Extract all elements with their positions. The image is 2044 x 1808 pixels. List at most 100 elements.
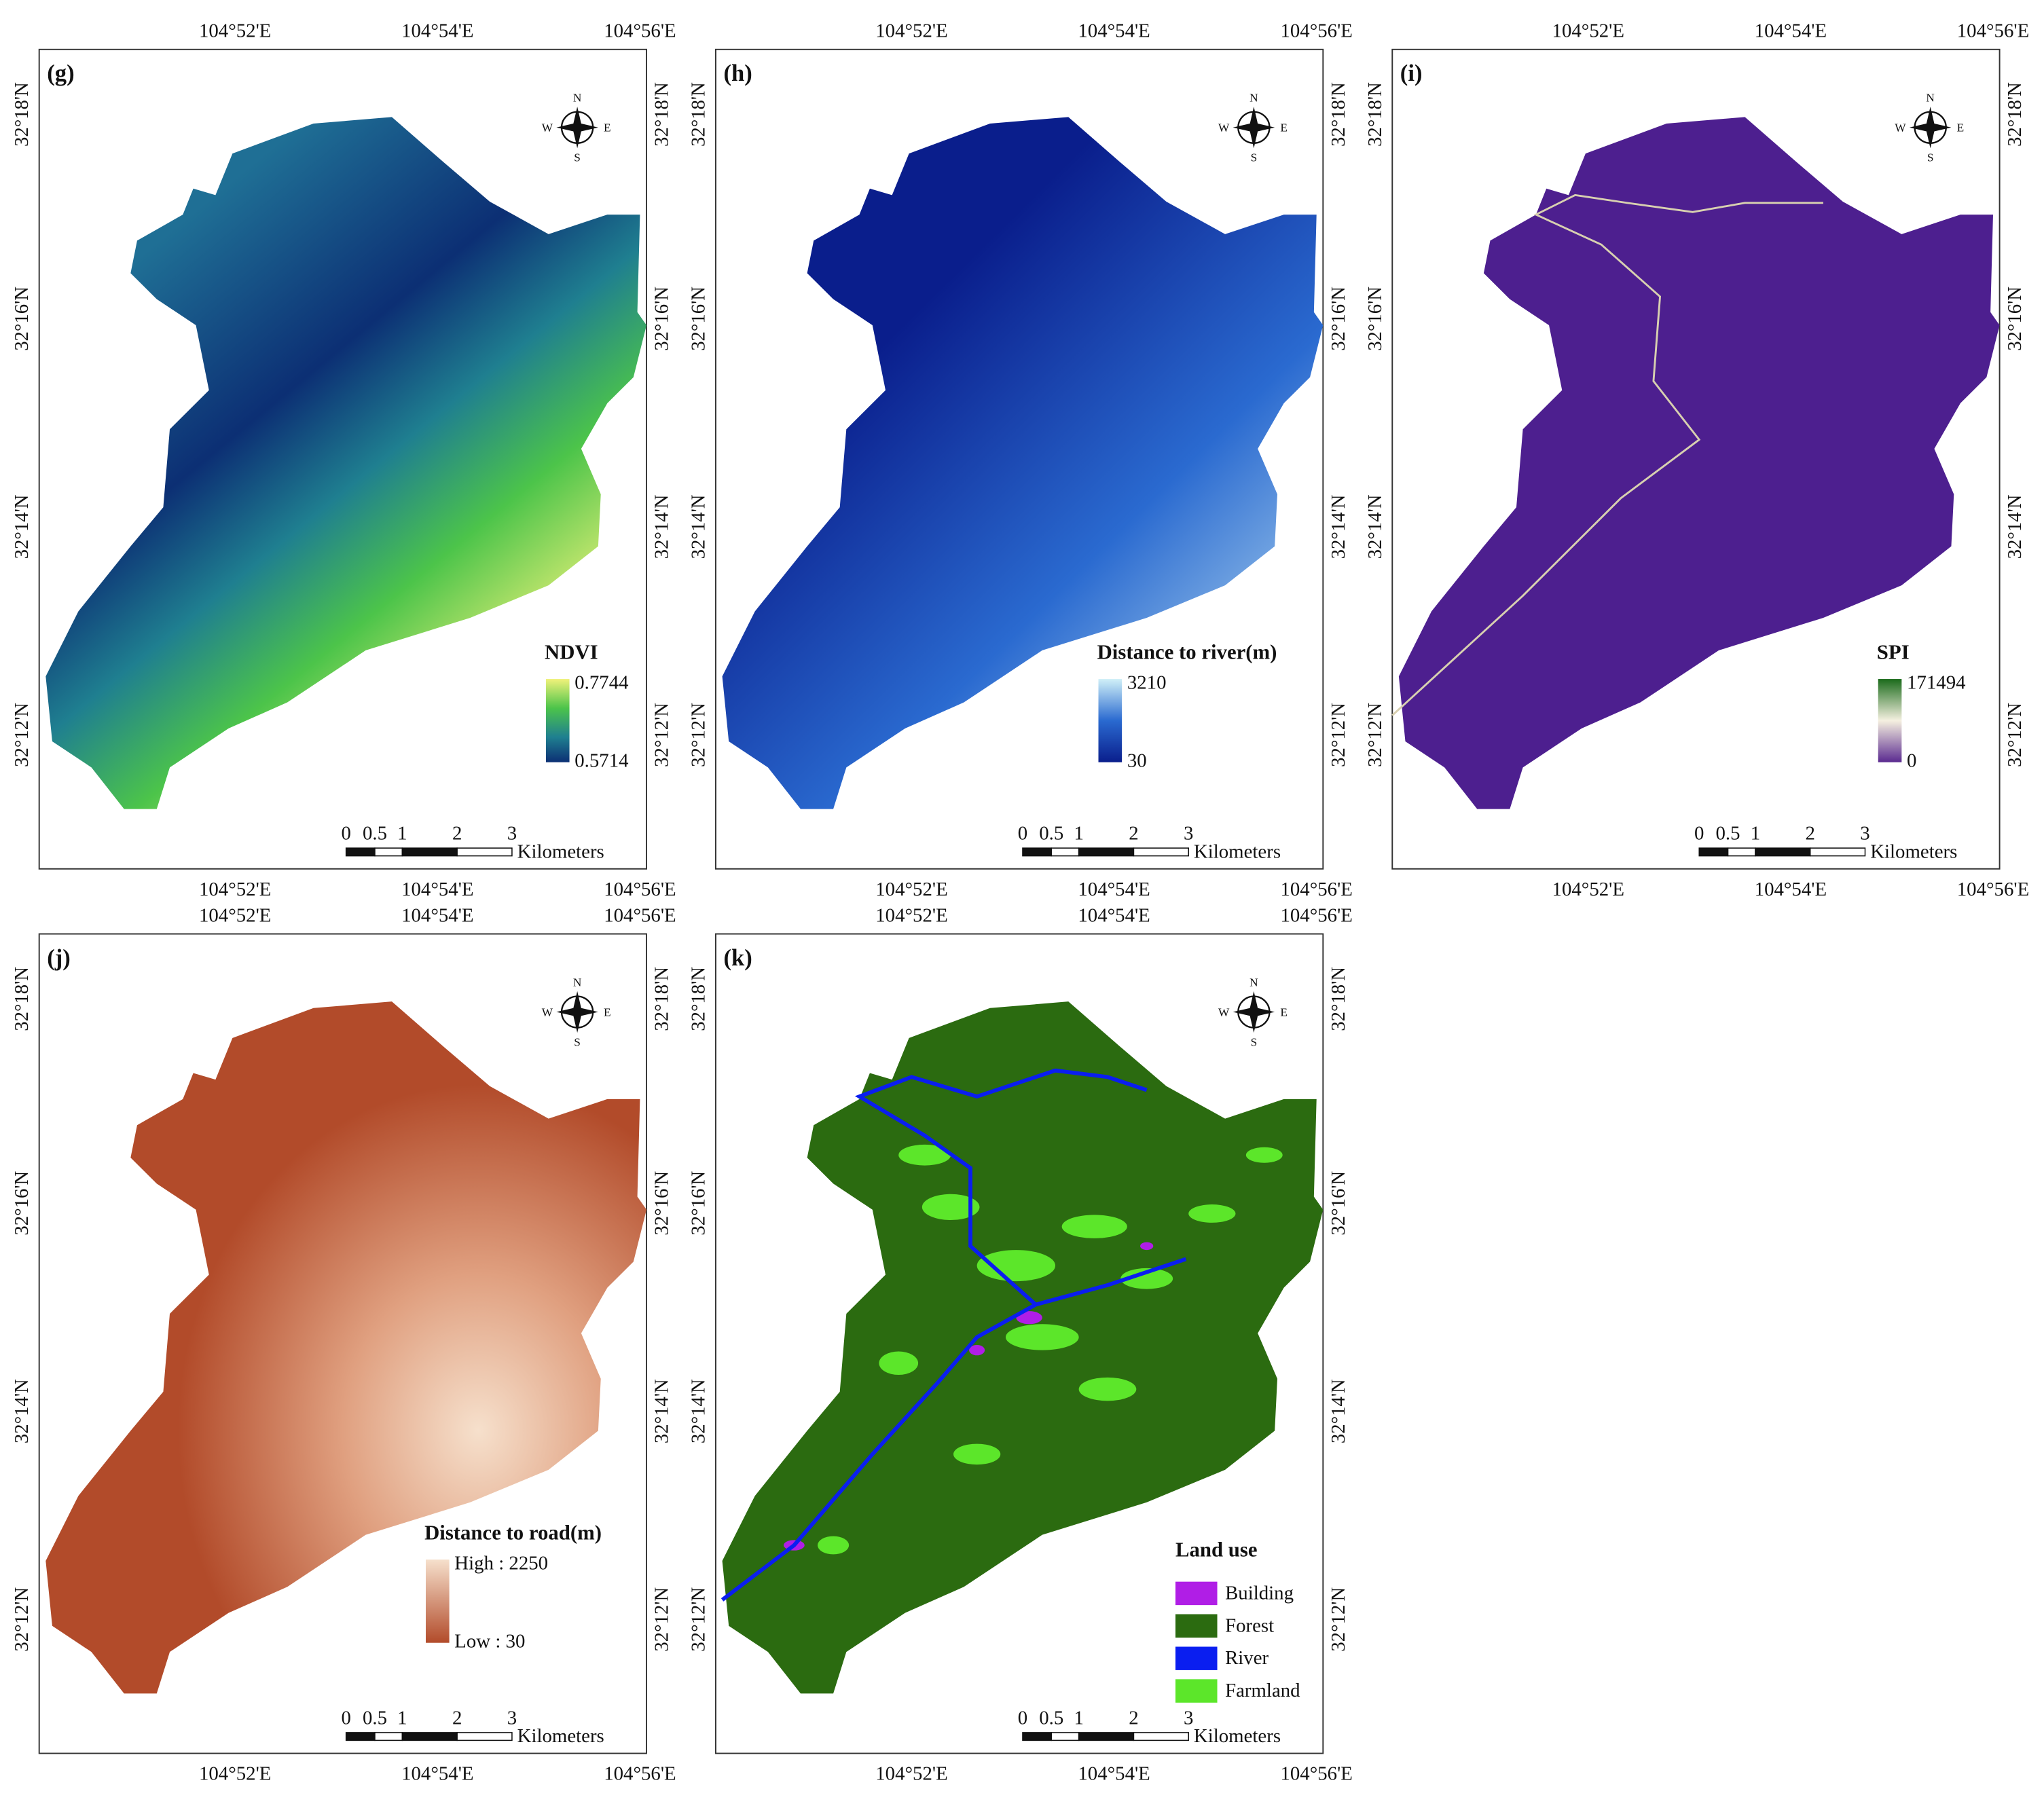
compass-west: W <box>1218 122 1230 134</box>
scale-unit: Kilometers <box>1194 1725 1281 1747</box>
legend-title: Distance to river(m) <box>1097 641 1277 664</box>
longitude-label: 104°56'E <box>1280 20 1352 42</box>
panel-frame <box>38 933 648 1754</box>
farmland-patch <box>898 1144 951 1166</box>
building-patch <box>1140 1242 1154 1251</box>
legend-swatch <box>1175 1679 1218 1703</box>
legend-high: 171494 <box>1907 671 1966 693</box>
panel-label: (h) <box>724 60 752 86</box>
scale-tick: 3 <box>507 823 517 845</box>
latitude-label: 32°12'N <box>687 1587 709 1652</box>
scale-unit: Kilometers <box>1870 841 1957 862</box>
scale-tick: 2 <box>1806 823 1815 845</box>
latitude-label: 32°16'N <box>1328 1170 1349 1235</box>
longitude-label: 104°56'E <box>1957 879 2029 900</box>
latitude-label: 32°12'N <box>1364 703 1386 767</box>
compass-south: S <box>1251 1035 1258 1048</box>
latitude-label: 32°18'N <box>651 82 673 147</box>
latitude-label: 32°12'N <box>1328 1587 1349 1652</box>
legend-swatch <box>1175 1646 1218 1670</box>
scale-unit: Kilometers <box>517 841 604 862</box>
latitude-label: 32°14'N <box>651 494 673 559</box>
north-arrow: N S W E <box>1895 92 1964 164</box>
latitude-label: 32°12'N <box>11 703 33 767</box>
legend-item: Forest <box>1225 1615 1274 1636</box>
scale-tick: 1 <box>1751 823 1760 845</box>
scale-tick: 0 <box>1018 1707 1027 1729</box>
longitude-label: 104°54'E <box>401 904 473 926</box>
scale-segment <box>1051 847 1080 857</box>
farmland-patch <box>977 1250 1056 1282</box>
latitude-label: 32°18'N <box>1364 82 1386 147</box>
scale-segment <box>374 847 403 857</box>
scale-unit: Kilometers <box>1194 841 1281 862</box>
legend-title: Land use <box>1175 1538 1258 1562</box>
longitude-label: 104°52'E <box>1552 879 1624 900</box>
latitude-label: 32°12'N <box>651 1587 673 1652</box>
latitude-label: 32°18'N <box>651 967 673 1031</box>
panel-frame <box>38 48 648 870</box>
scale-tick: 1 <box>397 823 407 845</box>
scale-tick: 2 <box>1129 1707 1138 1729</box>
longitude-label: 104°52'E <box>199 1763 271 1785</box>
panel-frame <box>1391 48 2001 870</box>
longitude-label: 104°56'E <box>1280 1763 1352 1785</box>
scale-tick: 3 <box>1860 823 1869 845</box>
longitude-label: 104°56'E <box>604 1763 676 1785</box>
panel-frame <box>715 48 1324 870</box>
north-arrow: N S W E <box>542 976 611 1048</box>
legend-title: Distance to road(m) <box>424 1521 602 1545</box>
compass-north: N <box>573 92 582 105</box>
legend-low: 0 <box>1907 750 1916 771</box>
scale-segment <box>1051 1732 1080 1741</box>
longitude-label: 104°56'E <box>604 904 676 926</box>
scale-unit: Kilometers <box>517 1725 604 1747</box>
legend-item: Building <box>1225 1582 1294 1604</box>
longitude-label: 104°52'E <box>875 20 947 42</box>
scale-segment <box>345 847 376 857</box>
latitude-label: 32°18'N <box>11 82 33 147</box>
compass-east: E <box>1280 122 1288 134</box>
latitude-label: 32°18'N <box>687 967 709 1031</box>
scale-tick: 1 <box>1074 823 1083 845</box>
scale-tick: 0 <box>1018 823 1027 845</box>
building-patch <box>1016 1311 1042 1325</box>
scale-tick: 2 <box>452 1707 462 1729</box>
scale-tick: 3 <box>1184 1707 1193 1729</box>
latitude-label: 32°18'N <box>2004 82 2026 147</box>
legend-high: 3210 <box>1127 671 1167 693</box>
scale-tick: 0.5 <box>1716 823 1740 845</box>
compass-west: W <box>542 1006 553 1018</box>
scale-segment <box>1022 847 1053 857</box>
latitude-label: 32°12'N <box>687 703 709 767</box>
scale-segment <box>401 1732 458 1741</box>
longitude-label: 104°54'E <box>1755 20 1827 42</box>
longitude-label: 104°52'E <box>875 1763 947 1785</box>
scale-segment <box>1727 847 1756 857</box>
compass-east: E <box>1957 122 1965 134</box>
longitude-label: 104°56'E <box>1280 879 1352 900</box>
latitude-label: 32°12'N <box>11 1587 33 1652</box>
longitude-label: 104°54'E <box>401 879 473 900</box>
scale-segment <box>1078 847 1135 857</box>
latitude-label: 32°14'N <box>1328 494 1349 559</box>
longitude-label: 104°54'E <box>401 1763 473 1785</box>
latitude-label: 32°14'N <box>2004 494 2026 559</box>
farmland-patch <box>818 1536 850 1555</box>
legend-ramp <box>545 679 570 762</box>
scale-segment <box>1022 1732 1053 1741</box>
scale-segment <box>1698 847 1729 857</box>
basin-raster <box>45 1001 647 1694</box>
compass-south: S <box>1251 151 1258 164</box>
legend-swatch <box>1175 1614 1218 1638</box>
longitude-label: 104°54'E <box>1078 904 1150 926</box>
latitude-label: 32°18'N <box>11 967 33 1031</box>
longitude-label: 104°54'E <box>401 20 473 42</box>
farmland-patch <box>1061 1215 1127 1238</box>
farmland-patch <box>1120 1268 1173 1289</box>
scale-tick: 0.5 <box>363 823 387 845</box>
legend-item: River <box>1225 1647 1269 1669</box>
latitude-label: 32°12'N <box>651 703 673 767</box>
farmland-patch <box>1245 1147 1283 1163</box>
